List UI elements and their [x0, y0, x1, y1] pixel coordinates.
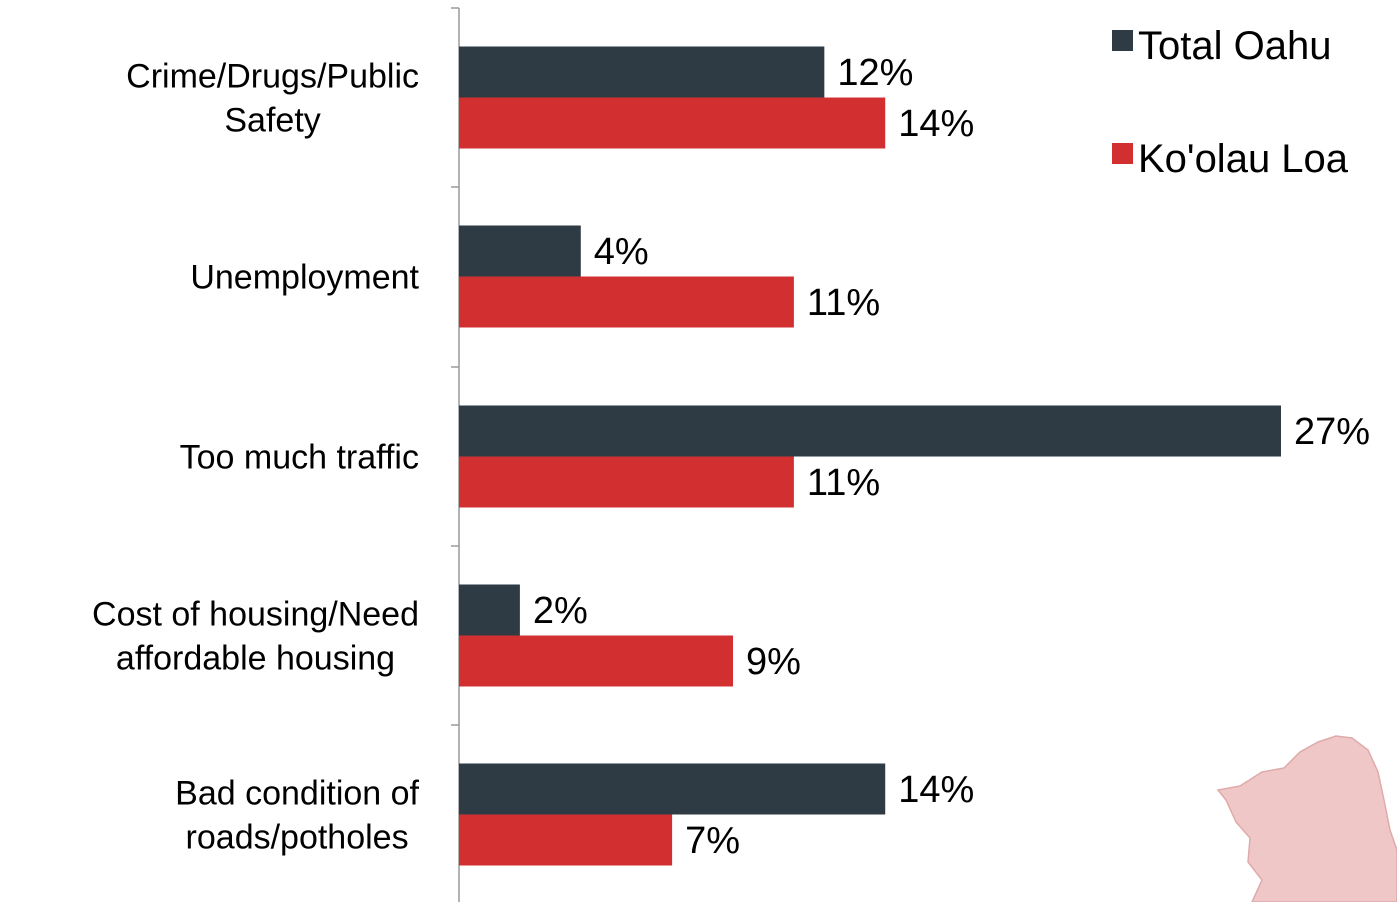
data-label: 4%: [594, 231, 649, 273]
category-label: Cost of housing/Need affordable housing: [92, 596, 419, 678]
island-shape: [1216, 735, 1397, 903]
data-label: 14%: [898, 103, 974, 145]
legend-swatch: [1112, 143, 1133, 164]
category-label-line: Bad condition of: [175, 775, 419, 813]
data-label: 7%: [685, 820, 740, 862]
category-label-line: Too much traffic: [180, 439, 419, 477]
category-label: Unemployment: [190, 259, 419, 297]
bar: [459, 584, 520, 636]
data-label: 2%: [533, 590, 588, 632]
data-labels: 12% 14% 4% 11% 27% 11% 2% 9% 14% 7%: [533, 52, 1370, 862]
oahu-island-map-icon: [1216, 735, 1397, 903]
bar: [459, 276, 794, 328]
data-label: 11%: [807, 282, 880, 324]
data-label: 14%: [898, 769, 974, 811]
bar: [459, 46, 825, 98]
bar: [459, 456, 794, 508]
bar: [459, 405, 1281, 457]
data-label: 11%: [807, 462, 880, 504]
category-label-line: Cost of housing/Need: [92, 596, 419, 634]
bar: [459, 635, 733, 687]
bar: [459, 225, 581, 277]
category-labels: Crime/Drugs/Public Safety Unemployment Too …: [92, 58, 420, 857]
category-label-line: Safety: [224, 102, 320, 140]
legend: Total Oahu Ko'olau Loa: [1112, 24, 1349, 181]
legend-label: Ko'olau Loa: [1138, 137, 1349, 181]
bar: [459, 814, 673, 866]
bar: [459, 97, 886, 149]
category-label: Bad condition of roads/potholes: [175, 775, 419, 857]
legend-label: Total Oahu: [1138, 24, 1331, 68]
bar: [459, 763, 886, 815]
category-label-line: roads/potholes: [186, 819, 409, 857]
bars: [459, 46, 1281, 866]
data-label: 9%: [746, 641, 801, 683]
category-label-line: Crime/Drugs/Public: [126, 58, 419, 96]
legend-swatch: [1112, 30, 1133, 51]
category-label: Crime/Drugs/Public Safety: [126, 58, 419, 140]
category-label: Too much traffic: [180, 439, 419, 477]
category-label-line: affordable housing: [116, 640, 395, 678]
data-label: 27%: [1294, 411, 1370, 453]
data-label: 12%: [837, 52, 913, 94]
category-label-line: Unemployment: [190, 259, 419, 297]
category-axis: [451, 7, 460, 902]
